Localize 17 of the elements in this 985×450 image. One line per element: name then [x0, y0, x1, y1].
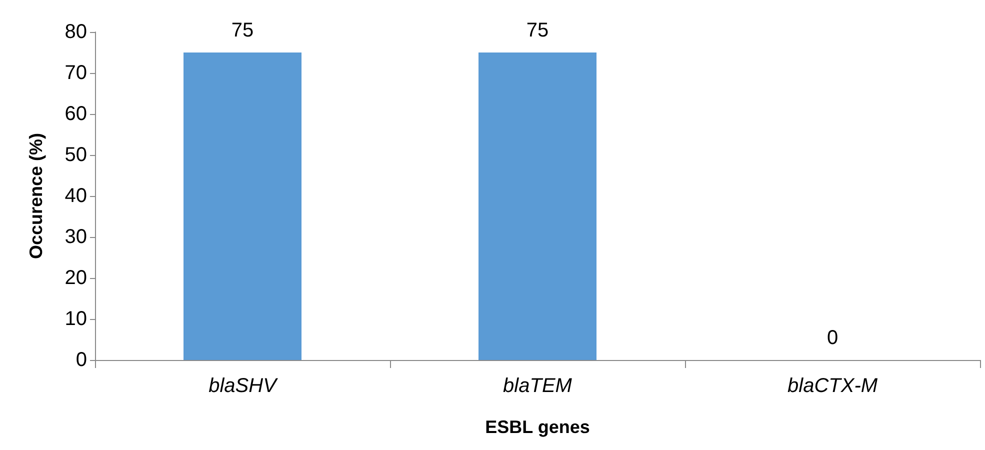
x-tick-label: blaTEM	[503, 375, 572, 397]
x-axis-title: ESBL genes	[485, 417, 590, 437]
y-tick-label: 0	[76, 349, 87, 371]
data-label: 75	[231, 20, 254, 42]
y-tick-label: 40	[64, 185, 87, 207]
x-tick-label: blaSHV	[208, 375, 278, 397]
y-axis-title: Occurence (%)	[26, 132, 46, 260]
y-tick-label: 70	[64, 62, 87, 84]
data-label: 75	[526, 20, 549, 42]
y-tick-label: 50	[64, 144, 87, 166]
y-tick-label: 30	[64, 226, 87, 248]
y-tick-label: 60	[64, 103, 87, 125]
y-tick-label: 10	[64, 308, 87, 330]
x-tick-label: blaCTX-M	[787, 375, 878, 397]
data-label: 0	[826, 327, 838, 349]
y-tick-label: 20	[64, 267, 87, 289]
y-tick-label: 80	[64, 21, 87, 43]
